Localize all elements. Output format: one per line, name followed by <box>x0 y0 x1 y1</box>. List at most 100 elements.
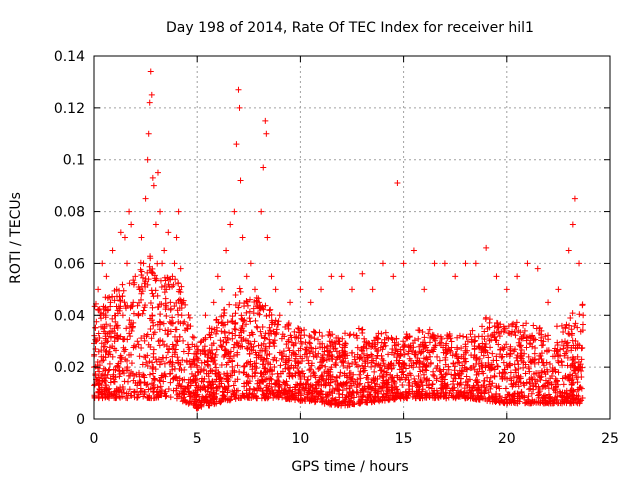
data-point <box>160 320 167 327</box>
data-point <box>538 342 545 349</box>
data-point <box>419 395 426 402</box>
data-point <box>237 177 244 184</box>
data-point <box>417 377 424 384</box>
data-point <box>119 367 126 374</box>
data-point <box>234 351 241 358</box>
data-point <box>325 331 332 338</box>
data-point <box>259 323 266 330</box>
data-point <box>499 344 506 351</box>
data-point <box>448 371 455 378</box>
data-point <box>166 318 173 325</box>
data-point <box>368 386 375 393</box>
data-point <box>138 271 145 278</box>
data-point <box>430 371 437 378</box>
data-point <box>230 391 237 398</box>
data-point <box>421 334 428 341</box>
data-point <box>170 319 177 326</box>
data-point <box>158 284 165 291</box>
data-point <box>467 331 474 338</box>
data-point <box>219 343 226 350</box>
data-point <box>489 331 496 338</box>
data-point <box>319 362 326 369</box>
data-point <box>460 355 467 362</box>
data-point <box>523 344 530 351</box>
data-point <box>130 277 137 284</box>
data-point <box>138 234 145 241</box>
data-point <box>388 334 395 341</box>
data-point <box>161 289 168 296</box>
data-point <box>100 357 107 364</box>
data-point <box>156 318 163 325</box>
data-point <box>370 376 377 383</box>
data-point <box>276 312 283 319</box>
data-point <box>114 325 121 332</box>
data-point <box>347 331 354 338</box>
data-point <box>109 328 116 335</box>
data-point <box>346 363 353 370</box>
data-point <box>315 350 322 357</box>
data-point <box>448 338 455 345</box>
data-point <box>218 286 225 293</box>
data-point <box>402 389 409 396</box>
data-point <box>553 323 560 330</box>
data-point <box>106 294 113 301</box>
data-point <box>159 260 166 267</box>
data-point <box>400 260 407 267</box>
data-point <box>134 302 141 309</box>
data-point <box>474 368 481 375</box>
data-point <box>486 337 493 344</box>
data-point <box>401 395 408 402</box>
data-point <box>96 334 103 341</box>
data-point <box>165 386 172 393</box>
data-point <box>464 394 471 401</box>
data-point <box>354 344 361 351</box>
data-point <box>142 354 149 361</box>
data-point <box>563 348 570 355</box>
data-point <box>366 397 373 404</box>
data-point <box>525 353 532 360</box>
data-point <box>218 320 225 327</box>
x-tick-label: 20 <box>498 431 516 447</box>
data-point <box>423 390 430 397</box>
data-point <box>216 398 223 405</box>
data-point <box>126 352 133 359</box>
data-point <box>241 317 248 324</box>
data-point <box>526 400 533 407</box>
data-point <box>119 312 126 319</box>
data-point <box>184 341 191 348</box>
data-point <box>569 354 576 361</box>
data-point <box>431 372 438 379</box>
data-point <box>149 290 156 297</box>
data-point <box>243 371 250 378</box>
data-point <box>569 372 576 379</box>
data-point <box>135 312 142 319</box>
data-point <box>514 357 521 364</box>
data-point <box>423 344 430 351</box>
data-point <box>455 391 462 398</box>
data-point <box>275 321 282 328</box>
data-point <box>98 315 105 322</box>
data-point <box>231 208 238 215</box>
data-point <box>268 273 275 280</box>
data-point <box>303 384 310 391</box>
data-point <box>403 374 410 381</box>
data-point <box>332 340 339 347</box>
data-point <box>98 347 105 354</box>
data-point <box>376 373 383 380</box>
data-point <box>148 287 155 294</box>
data-point <box>547 400 554 407</box>
data-point <box>569 221 576 228</box>
data-point <box>554 339 561 346</box>
data-point <box>400 338 407 345</box>
data-point <box>417 368 424 375</box>
data-point <box>426 394 433 401</box>
data-point <box>383 371 390 378</box>
data-point <box>194 364 201 371</box>
data-point <box>372 345 379 352</box>
data-point <box>375 361 382 368</box>
data-point <box>253 395 260 402</box>
data-point <box>307 299 314 306</box>
data-point <box>405 350 412 357</box>
data-point <box>310 328 317 335</box>
data-point <box>113 286 120 293</box>
